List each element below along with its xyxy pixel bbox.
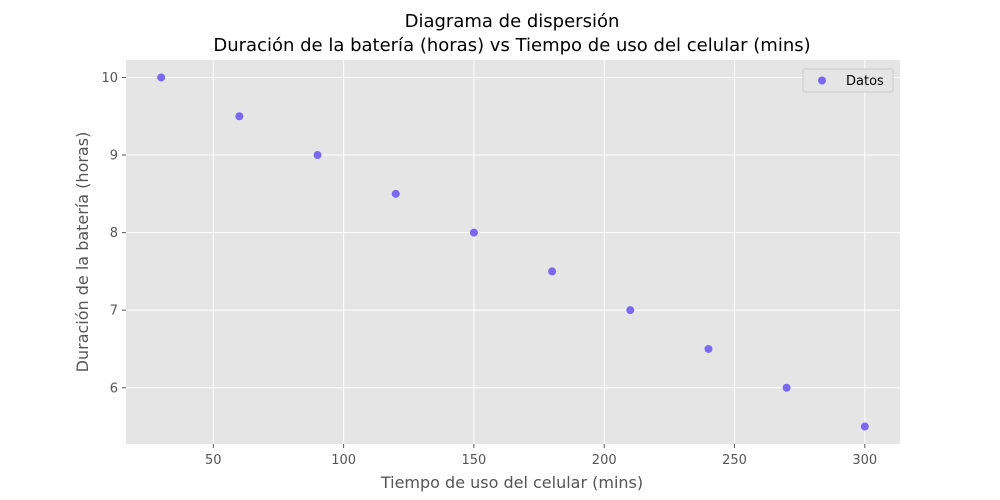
data-point (157, 73, 166, 82)
grid-lines (126, 60, 900, 444)
plot-area (126, 60, 900, 444)
legend-marker (818, 76, 826, 85)
data-point (469, 228, 478, 237)
y-tick-label: 10 (101, 71, 118, 86)
data-point (704, 344, 713, 353)
axis-ticks: 50 100 150 200 250 300 6 7 8 9 10 (101, 71, 877, 468)
data-point (548, 267, 557, 276)
legend-entry-label: Datos (846, 74, 884, 89)
data-point (860, 422, 869, 431)
data-point (782, 383, 791, 392)
data-point (235, 112, 244, 121)
data-point (391, 189, 400, 198)
chart-title: Diagrama de dispersión (405, 11, 620, 32)
x-tick-label: 100 (331, 453, 356, 468)
x-tick-label: 200 (592, 453, 617, 468)
x-tick-label: 250 (722, 453, 747, 468)
data-point (313, 151, 322, 160)
y-tick-label: 9 (110, 149, 118, 164)
legend: Datos (802, 68, 894, 93)
y-tick-label: 8 (110, 226, 118, 241)
y-axis-label: Duración de la batería (horas) (73, 132, 92, 373)
legend-box (802, 68, 894, 93)
x-tick-label: 300 (852, 453, 877, 468)
x-tick-label: 50 (205, 453, 222, 468)
data-points (157, 73, 869, 431)
x-axis-label: Tiempo de uso del celular (mins) (380, 473, 643, 492)
data-point (626, 306, 635, 315)
x-tick-label: 150 (461, 453, 486, 468)
chart-subtitle: Duración de la batería (horas) vs Tiempo… (213, 35, 810, 56)
y-tick-label: 7 (110, 304, 118, 319)
y-tick-label: 6 (110, 381, 118, 396)
